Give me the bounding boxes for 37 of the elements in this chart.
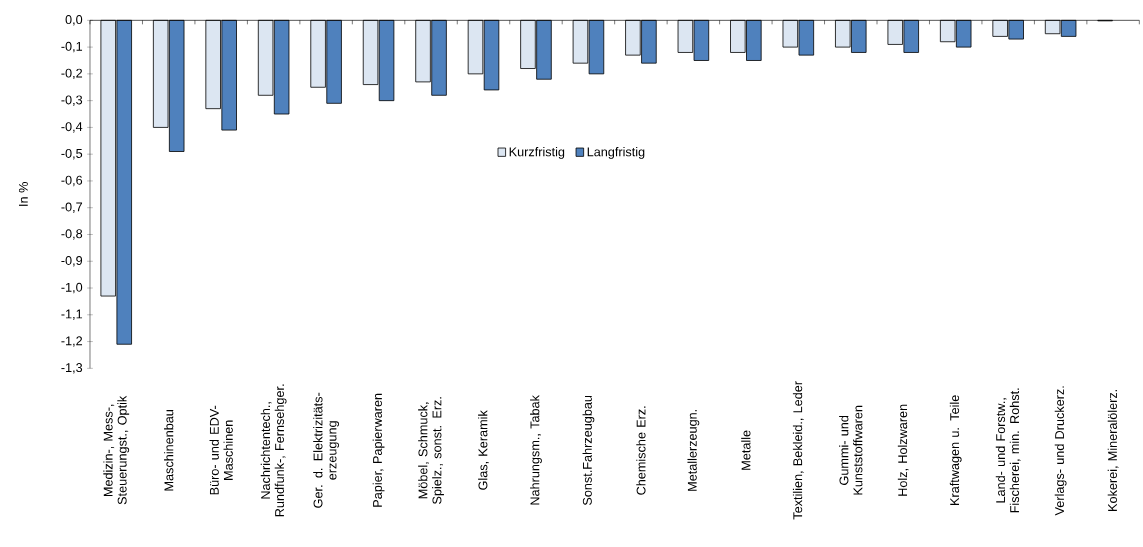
y-tick-label: -0,1 <box>61 41 83 53</box>
y-tick-label: -0,8 <box>61 229 83 240</box>
x-tick-label: Land- und Forstw., Fischerei, min. Rohst. <box>995 388 1021 513</box>
x-tick-label: Medizin-, Mess-, Steuerungst., Optik <box>103 395 130 505</box>
y-tick-label: -1,3 <box>61 363 83 374</box>
x-tick-label: Holz, Holzwaren <box>897 404 909 496</box>
y-tick-label: -0,9 <box>61 256 83 267</box>
x-tick-label: Metalle <box>741 430 751 470</box>
x-tick-label: Textilien, Bekleid., Leder <box>792 381 804 520</box>
x-tick-label: Ger. d. Elektrizitäts-erzeugung <box>313 392 340 508</box>
y-tick-label: -0,7 <box>61 202 83 213</box>
x-tick-label: Verlags- und Druckerz. <box>1054 386 1067 516</box>
x-tick-label: Büro- und EDV-Maschinen <box>209 405 233 495</box>
x-tick-label: Sonst.Fahrzeugbau <box>582 395 595 506</box>
y-tick-label: -0,6 <box>61 175 83 187</box>
y-tick-label: -0,4 <box>61 122 83 133</box>
x-tick-label: Möbel, Schmuck, Spielz., sonst. Erz. <box>418 397 444 504</box>
x-tick-label: Chemische Erz. <box>636 406 646 495</box>
x-tick-label: Glas, Keramik <box>478 410 489 490</box>
x-tick-label: Gummi- und Kunststoffwaren <box>839 405 863 495</box>
x-tick-label: Papier, Papierwaren <box>372 393 385 507</box>
legend-label: Langfristig <box>587 147 645 159</box>
legend-label: Kurzfristig <box>509 147 565 159</box>
y-tick-label: -0,5 <box>61 148 83 160</box>
y-axis-title: In % <box>18 182 28 206</box>
y-tick-label: -0,2 <box>61 68 83 80</box>
x-tick-label: Maschinenbau <box>164 409 174 491</box>
x-tick-label: Kraftwagen u. Teile <box>949 395 962 505</box>
x-tick-label: Kokerei, Mineralölerz. <box>1107 389 1119 511</box>
x-tick-label: Nachrichtentech., Rundfunk-, Fernsehger. <box>260 384 287 517</box>
x-tick-label: Metallerzeugn. <box>687 409 700 491</box>
y-tick-label: -1,2 <box>61 336 83 347</box>
y-tick-label: -0,3 <box>61 95 83 106</box>
y-tick-label: -1,1 <box>61 309 83 320</box>
y-tick-label: -1,0 <box>61 282 83 294</box>
y-tick-label: 0,0 <box>65 15 83 26</box>
x-tick-label: Nahrungsm., Tabak <box>530 395 542 505</box>
